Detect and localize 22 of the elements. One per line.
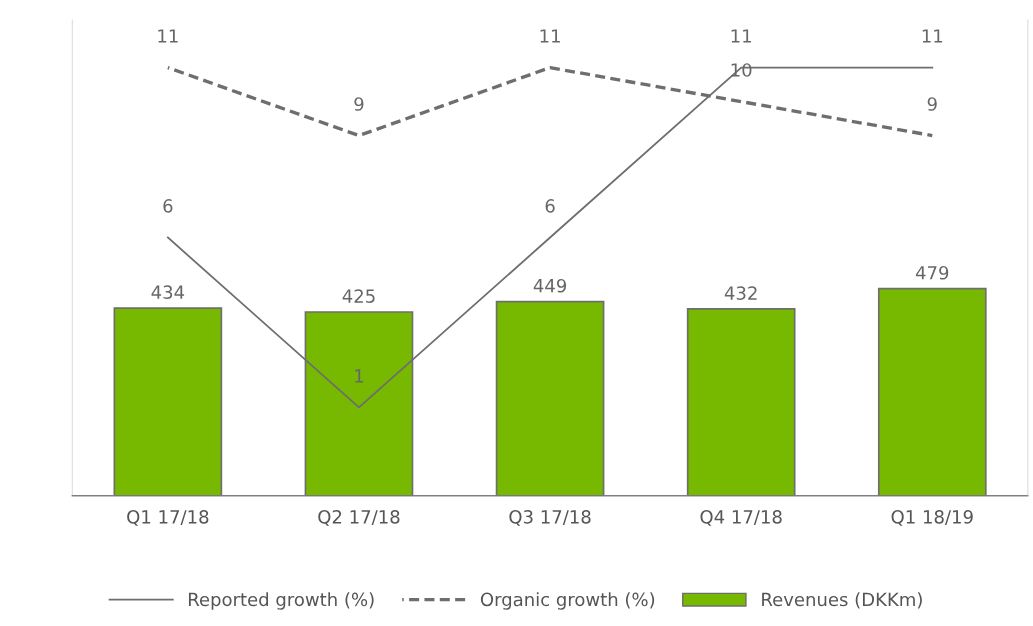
data-label: 11 bbox=[731, 29, 751, 43]
data-label: 6 bbox=[163, 199, 173, 213]
x-tick-label: Q3 17/18 bbox=[509, 510, 591, 526]
legend-label: Organic growth (%) bbox=[480, 592, 655, 610]
x-tick-label: Q1 17/18 bbox=[127, 510, 209, 526]
data-label: 6 bbox=[545, 199, 555, 213]
data-label: 1 bbox=[355, 369, 364, 383]
data-label: 11 bbox=[922, 29, 943, 43]
legend-label: Revenues (DKKm) bbox=[762, 592, 922, 609]
data-label: 11 bbox=[540, 29, 560, 43]
legend-label: Reported growth (%) bbox=[188, 592, 374, 610]
data-label: 11 bbox=[158, 29, 178, 43]
data-label: 425 bbox=[342, 289, 375, 303]
data-label: 479 bbox=[915, 265, 949, 280]
data-label: 434 bbox=[151, 285, 185, 300]
data-label: 9 bbox=[927, 97, 937, 111]
data-label: 449 bbox=[533, 278, 567, 293]
x-tick-label: Q1 18/19 bbox=[891, 510, 973, 526]
data-label: 9 bbox=[354, 97, 364, 111]
data-label: 432 bbox=[724, 286, 757, 300]
x-tick-label: Q4 17/18 bbox=[700, 510, 782, 526]
x-tick-label: Q2 17/18 bbox=[318, 510, 400, 526]
